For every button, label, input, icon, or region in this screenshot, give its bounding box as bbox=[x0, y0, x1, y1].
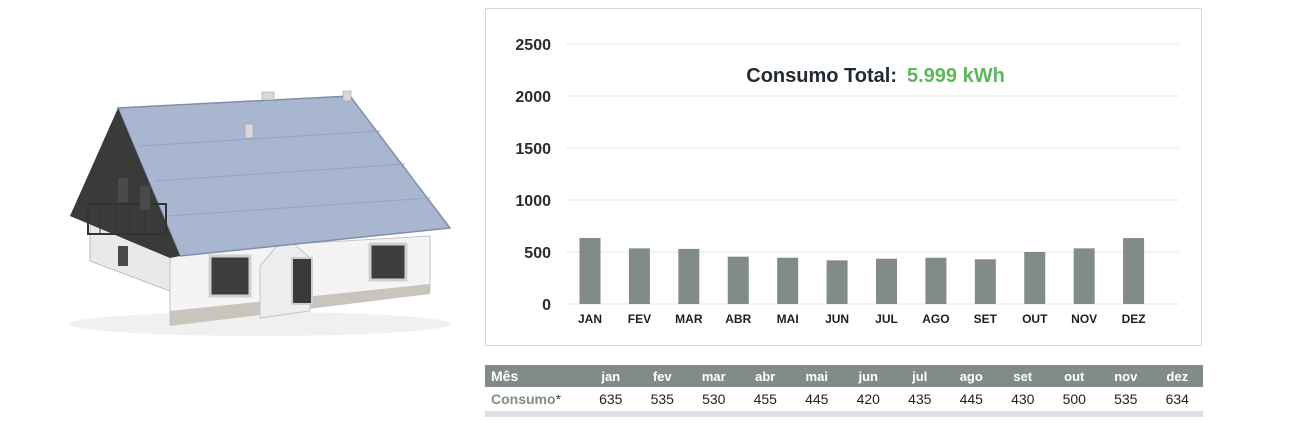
table-header-row: Mês jan fev mar abr mai jun jul ago set out nov dez bbox=[485, 365, 1203, 387]
consumption-cell-dez: 634 bbox=[1165, 391, 1189, 407]
consumption-cell-out: 500 bbox=[1062, 391, 1086, 407]
consumption-cell-set: 430 bbox=[1011, 391, 1035, 407]
bar-abr bbox=[727, 256, 749, 304]
x-tick-label: MAI bbox=[777, 312, 799, 326]
bar-dez bbox=[1123, 238, 1145, 304]
bar-mai bbox=[777, 257, 799, 304]
x-tick-label: FEV bbox=[628, 312, 651, 326]
consumption-cell-fev: 535 bbox=[650, 391, 674, 407]
total-consumption-value: 5.999 kWh bbox=[907, 65, 1005, 87]
month-header-jan: jan bbox=[585, 365, 637, 387]
month-header-label: Mês bbox=[485, 365, 585, 387]
month-header-ago: ago bbox=[945, 365, 997, 387]
month-header-set: set bbox=[997, 365, 1049, 387]
bar-nov bbox=[1073, 248, 1095, 304]
y-tick-label: 2500 bbox=[515, 37, 551, 54]
table-bottom-bar bbox=[485, 411, 1203, 417]
consumption-table: Mês jan fev mar abr mai jun jul ago set out nov dez… bbox=[485, 365, 1203, 411]
total-consumption-label: Consumo Total: bbox=[746, 65, 897, 87]
consumption-cell-mar: 530 bbox=[702, 391, 726, 407]
bar-out bbox=[1024, 252, 1046, 304]
consumption-table-wrap: Mês jan fev mar abr mai jun jul ago set out nov dez… bbox=[485, 365, 1203, 417]
month-header-jul: jul bbox=[894, 365, 946, 387]
consumption-row-label: Consumo* bbox=[485, 387, 585, 411]
bar-fev bbox=[628, 248, 650, 304]
consumption-cell-jul: 435 bbox=[908, 391, 932, 407]
bar-chart: 0 500 1000 1500 2000 2500 JAN FEV MAR ABR MAI JUN J… bbox=[515, 37, 1179, 326]
y-tick-label: 0 bbox=[542, 297, 551, 314]
month-header-mar: mar bbox=[688, 365, 740, 387]
consumption-cell-jan: 635 bbox=[599, 391, 623, 407]
x-tick-label: JAN bbox=[578, 312, 602, 326]
y-tick-label: 500 bbox=[524, 245, 551, 262]
consumption-cell-abr: 455 bbox=[753, 391, 777, 407]
x-tick-label: MAR bbox=[675, 312, 703, 326]
y-tick-label: 2000 bbox=[515, 89, 551, 106]
x-tick-label: OUT bbox=[1022, 312, 1048, 326]
house-icon bbox=[70, 90, 452, 336]
x-tick-label: JUL bbox=[875, 312, 898, 326]
consumption-label-text: Consumo bbox=[491, 391, 556, 407]
bar-mar bbox=[678, 248, 700, 304]
chart-panel: 0 500 1000 1500 2000 2500 JAN FEV MAR ABR MAI JUN J… bbox=[485, 8, 1202, 346]
month-header-mai: mai bbox=[791, 365, 843, 387]
y-tick-label: 1000 bbox=[515, 193, 551, 210]
bar-set bbox=[974, 259, 996, 304]
month-header-dez: dez bbox=[1151, 365, 1203, 387]
bar-jul bbox=[876, 258, 897, 304]
consumption-cell-nov: 535 bbox=[1114, 391, 1138, 407]
x-tick-label: ABR bbox=[725, 312, 751, 326]
y-tick-label: 1500 bbox=[515, 141, 551, 158]
table-row: Consumo* 635 535 530 455 445 420 435 445 430 500 5… bbox=[485, 387, 1203, 411]
month-header-jun: jun bbox=[842, 365, 894, 387]
x-tick-label: NOV bbox=[1071, 312, 1097, 326]
consumption-cell-jun: 420 bbox=[856, 391, 880, 407]
consumption-label-asterisk: * bbox=[555, 391, 562, 407]
bar-jan bbox=[579, 237, 601, 304]
bar-ago bbox=[925, 257, 947, 304]
consumption-cell-mai: 445 bbox=[805, 391, 829, 407]
consumption-cell-ago: 445 bbox=[959, 391, 983, 407]
month-header-abr: abr bbox=[739, 365, 791, 387]
month-header-nov: nov bbox=[1100, 365, 1152, 387]
x-tick-label: SET bbox=[974, 312, 998, 326]
month-header-out: out bbox=[1048, 365, 1100, 387]
x-tick-label: AGO bbox=[922, 312, 949, 326]
month-header-fev: fev bbox=[636, 365, 688, 387]
x-tick-label: DEZ bbox=[1122, 312, 1146, 326]
bar-jun bbox=[826, 260, 848, 304]
x-tick-label: JUN bbox=[825, 312, 849, 326]
